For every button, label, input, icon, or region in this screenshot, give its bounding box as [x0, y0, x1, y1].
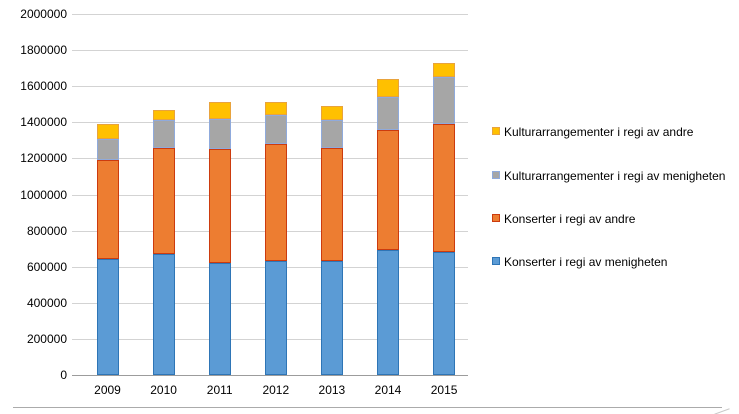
- bar-segment-konserter-andre: [433, 124, 456, 253]
- bar-segment-kultur-andre: [208, 102, 231, 119]
- bar-segment-konserter-menigheten: [377, 250, 399, 375]
- bar-segment-konserter-menigheten: [152, 254, 175, 375]
- x-axis-line: [72, 375, 468, 376]
- bar-segment-kultur-andre: [96, 124, 119, 139]
- bar-segment-konserter-andre: [264, 143, 287, 262]
- legend-swatch-konserter-andre: [492, 214, 500, 222]
- page-corner-mark: [714, 408, 730, 414]
- y-axis-tick-label: 1000000: [20, 187, 67, 202]
- legend-item-konserter-menigheten: Konserter i regi av menigheten: [486, 254, 732, 270]
- y-axis-tick-label: 200000: [26, 331, 67, 346]
- bar-segment-kultur-menigheten: [433, 77, 456, 125]
- y-axis-tick-label: 1400000: [20, 115, 67, 130]
- legend-swatch-konserter-menigheten: [492, 257, 500, 265]
- x-axis-label: 2010: [150, 383, 177, 397]
- x-axis-label: 2011: [206, 383, 233, 397]
- x-axis-label: 2009: [94, 383, 121, 397]
- x-axis-label: 2015: [430, 383, 458, 397]
- legend-label: Konserter i regi av menigheten: [504, 255, 668, 269]
- bar-segment-kultur-menigheten: [320, 120, 343, 148]
- bar-segment-konserter-andre: [96, 160, 119, 260]
- bar-segment-kultur-andre: [320, 106, 343, 121]
- chart-bottom-border: [13, 407, 722, 408]
- legend-swatch-kultur-andre: [492, 127, 500, 135]
- bar-segment-kultur-menigheten: [96, 138, 119, 161]
- legend-item-kultur-menigheten: Kulturarrangementer i regi av menigheten: [486, 168, 732, 184]
- legend-swatch-kultur-menigheten: [492, 171, 500, 179]
- bar-segment-konserter-menigheten: [96, 259, 119, 375]
- y-axis-tick-label: 800000: [26, 223, 67, 238]
- y-axis-tick-label: 0: [60, 368, 67, 382]
- x-axis-label: 2012: [262, 383, 290, 397]
- legend-label: Kulturarrangementer i regi av menigheten: [504, 169, 726, 183]
- bar-segment-konserter-andre: [377, 129, 399, 251]
- bar-segment-konserter-andre: [152, 147, 175, 255]
- gridline: [72, 86, 468, 88]
- bar-segment-kultur-menigheten: [208, 118, 231, 150]
- y-axis-tick-label: 1600000: [20, 79, 67, 94]
- legend-item-konserter-andre: Konserter i regi av andre: [486, 211, 732, 227]
- bar-segment-konserter-menigheten: [433, 252, 456, 375]
- bar-segment-kultur-menigheten: [152, 120, 175, 148]
- x-axis-label: 2014: [374, 383, 402, 397]
- bar-segment-kultur-andre: [377, 78, 399, 98]
- bar-segment-konserter-andre: [208, 149, 231, 264]
- y-axis-tick-label: 1800000: [20, 43, 67, 58]
- legend-label: Kulturarrangementer i regi av andre: [504, 125, 694, 139]
- y-axis-tick-label: 400000: [26, 295, 67, 310]
- bar-segment-kultur-andre: [264, 102, 287, 116]
- y-axis-tick-label: 600000: [26, 259, 67, 274]
- bar-segment-kultur-andre: [433, 62, 456, 78]
- y-axis-tick-label: 2000000: [20, 7, 67, 21]
- gridline: [72, 14, 468, 15]
- legend-label: Konserter i regi av andre: [504, 212, 636, 226]
- bar-segment-konserter-menigheten: [264, 261, 287, 375]
- bar-segment-konserter-andre: [320, 147, 343, 262]
- bar-segment-kultur-menigheten: [264, 115, 287, 144]
- bar-segment-kultur-menigheten: [377, 97, 399, 130]
- gridline: [72, 50, 468, 52]
- bar-segment-kultur-andre: [152, 109, 175, 121]
- y-axis-tick-label: 1200000: [20, 151, 67, 166]
- bar-segment-konserter-menigheten: [320, 261, 343, 375]
- legend-item-kultur-andre: Kulturarrangementer i regi av andre: [486, 124, 732, 140]
- x-axis-label: 2013: [318, 383, 346, 397]
- bar-segment-konserter-menigheten: [208, 263, 231, 375]
